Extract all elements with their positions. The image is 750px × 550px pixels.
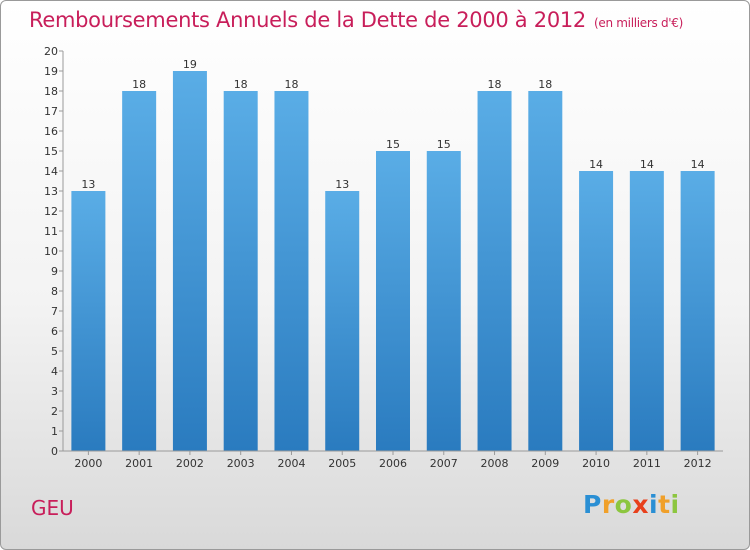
bar (629, 171, 664, 451)
bar-value-label: 15 (437, 138, 451, 151)
bar (172, 71, 207, 451)
chart-unit: (en milliers d'€) (594, 16, 684, 30)
bar-value-label: 14 (640, 158, 654, 171)
y-tick-label: 8 (51, 285, 58, 298)
y-tick-label: 5 (51, 345, 58, 358)
y-tick-label: 13 (44, 185, 58, 198)
x-tick-label: 2003 (227, 457, 255, 470)
y-tick-label: 16 (44, 125, 58, 138)
bar-value-label: 18 (488, 78, 502, 91)
y-tick-label: 20 (44, 45, 58, 58)
bar (579, 171, 614, 451)
logo-letter-1: r (601, 490, 615, 519)
y-tick-label: 7 (51, 305, 58, 318)
x-tick-label: 2008 (481, 457, 509, 470)
x-tick-label: 2009 (531, 457, 559, 470)
y-tick-label: 14 (44, 165, 58, 178)
x-axis: 2000 2001 2002 2003 2004 2005 2006 2007 2008 2009… (63, 450, 723, 470)
bar (223, 91, 258, 451)
y-tick-label: 1 (51, 425, 58, 438)
y-tick-label: 17 (44, 105, 58, 118)
y-tick-label: 9 (51, 265, 58, 278)
logo-letter-0: P (583, 490, 602, 519)
bar-series: 13 18 19 18 18 13 15 15 18 18 14 14 14 (71, 58, 715, 451)
logo-letter-3: x (632, 490, 649, 519)
x-tick-label: 2005 (328, 457, 356, 470)
bar (71, 191, 106, 451)
bar (325, 191, 360, 451)
y-tick-label: 0 (51, 445, 58, 458)
y-tick-label: 2 (51, 405, 58, 418)
bar (477, 91, 512, 451)
y-tick-label: 6 (51, 325, 58, 338)
logo-letter-6: i (670, 490, 680, 519)
logo-letter-4: i (649, 490, 659, 519)
bar-value-label: 13 (335, 178, 349, 191)
commune-name: GEU (31, 496, 74, 520)
bar-value-label: 18 (132, 78, 146, 91)
y-tick-label: 4 (51, 365, 58, 378)
bar (122, 91, 157, 451)
x-tick-label: 2011 (633, 457, 661, 470)
bar-value-label: 19 (183, 58, 197, 71)
x-tick-label: 2010 (582, 457, 610, 470)
bar-value-label: 18 (538, 78, 552, 91)
x-tick-label: 2006 (379, 457, 407, 470)
x-tick-label: 2004 (277, 457, 305, 470)
bar (426, 151, 461, 451)
chart-title-text: Remboursements Annuels de la Dette de 20… (29, 8, 586, 32)
bar-value-label: 15 (386, 138, 400, 151)
y-tick-label: 11 (44, 225, 58, 238)
x-tick-label: 2002 (176, 457, 204, 470)
x-tick-label: 2007 (430, 457, 458, 470)
bar (376, 151, 410, 451)
bar (680, 171, 715, 451)
x-tick-label: 2000 (74, 457, 102, 470)
bar-value-label: 14 (691, 158, 705, 171)
bar-value-label: 14 (589, 158, 603, 171)
bar (528, 91, 563, 451)
y-tick-label: 10 (44, 245, 58, 258)
y-tick-label: 19 (44, 65, 58, 78)
bar (274, 91, 309, 451)
y-tick-label: 3 (51, 385, 58, 398)
y-tick-label: 18 (44, 85, 58, 98)
x-tick-label: 2012 (684, 457, 712, 470)
bar-value-label: 13 (81, 178, 95, 191)
y-tick-label: 15 (44, 145, 58, 158)
chart-title: Remboursements Annuels de la Dette de 20… (29, 8, 683, 32)
bar-value-label: 18 (234, 78, 248, 91)
x-tick-label: 2001 (125, 457, 153, 470)
y-tick-label: 12 (44, 205, 58, 218)
proxiti-logo: Proxiti (583, 490, 680, 519)
logo-letter-5: t (658, 490, 671, 519)
logo-letter-2: o (614, 490, 633, 519)
bar-value-label: 18 (284, 78, 298, 91)
